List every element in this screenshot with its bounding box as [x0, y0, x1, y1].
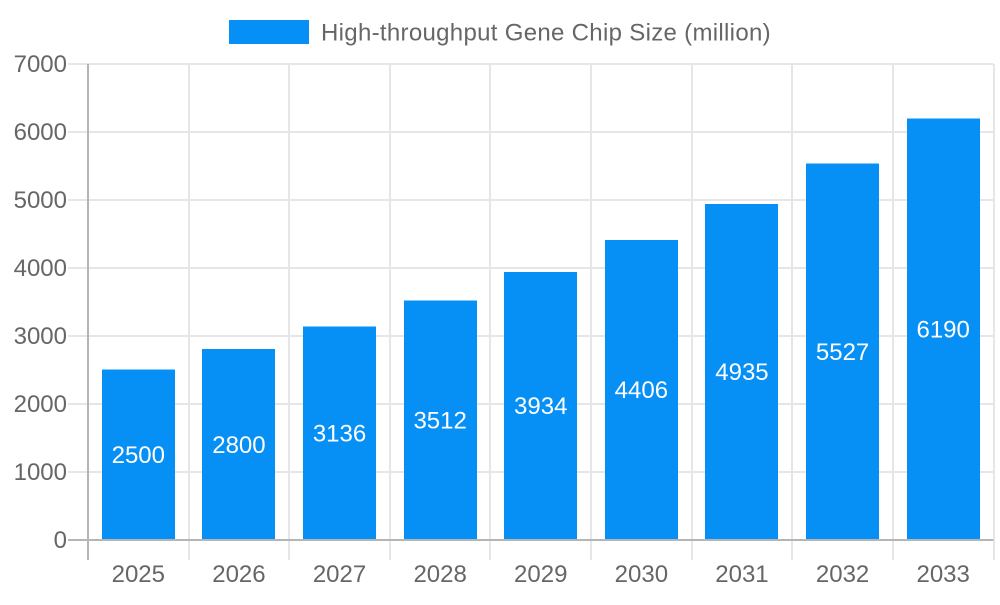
svg-text:1000: 1000 — [14, 459, 67, 486]
svg-text:3934: 3934 — [514, 393, 567, 420]
svg-text:7000: 7000 — [14, 51, 67, 78]
svg-text:5000: 5000 — [14, 187, 67, 214]
svg-text:2031: 2031 — [715, 561, 768, 588]
svg-text:2029: 2029 — [514, 561, 567, 588]
svg-text:2500: 2500 — [112, 442, 165, 469]
svg-text:4406: 4406 — [615, 377, 668, 404]
svg-text:2033: 2033 — [916, 561, 969, 588]
svg-text:3136: 3136 — [313, 420, 366, 447]
svg-text:2027: 2027 — [313, 561, 366, 588]
svg-text:4000: 4000 — [14, 255, 67, 282]
svg-text:2800: 2800 — [212, 432, 265, 459]
svg-text:6190: 6190 — [916, 317, 969, 344]
svg-text:2000: 2000 — [14, 391, 67, 418]
svg-text:2025: 2025 — [112, 561, 165, 588]
svg-text:High-throughput Gene Chip Size: High-throughput Gene Chip Size (million) — [321, 20, 771, 47]
svg-text:4935: 4935 — [715, 359, 768, 386]
svg-text:3512: 3512 — [413, 408, 466, 435]
svg-text:0: 0 — [54, 527, 67, 554]
svg-text:2026: 2026 — [212, 561, 265, 588]
svg-text:3000: 3000 — [14, 323, 67, 350]
svg-text:6000: 6000 — [14, 119, 67, 146]
svg-text:2032: 2032 — [816, 561, 869, 588]
svg-text:2028: 2028 — [413, 561, 466, 588]
svg-text:2030: 2030 — [615, 561, 668, 588]
svg-text:5527: 5527 — [816, 339, 869, 366]
